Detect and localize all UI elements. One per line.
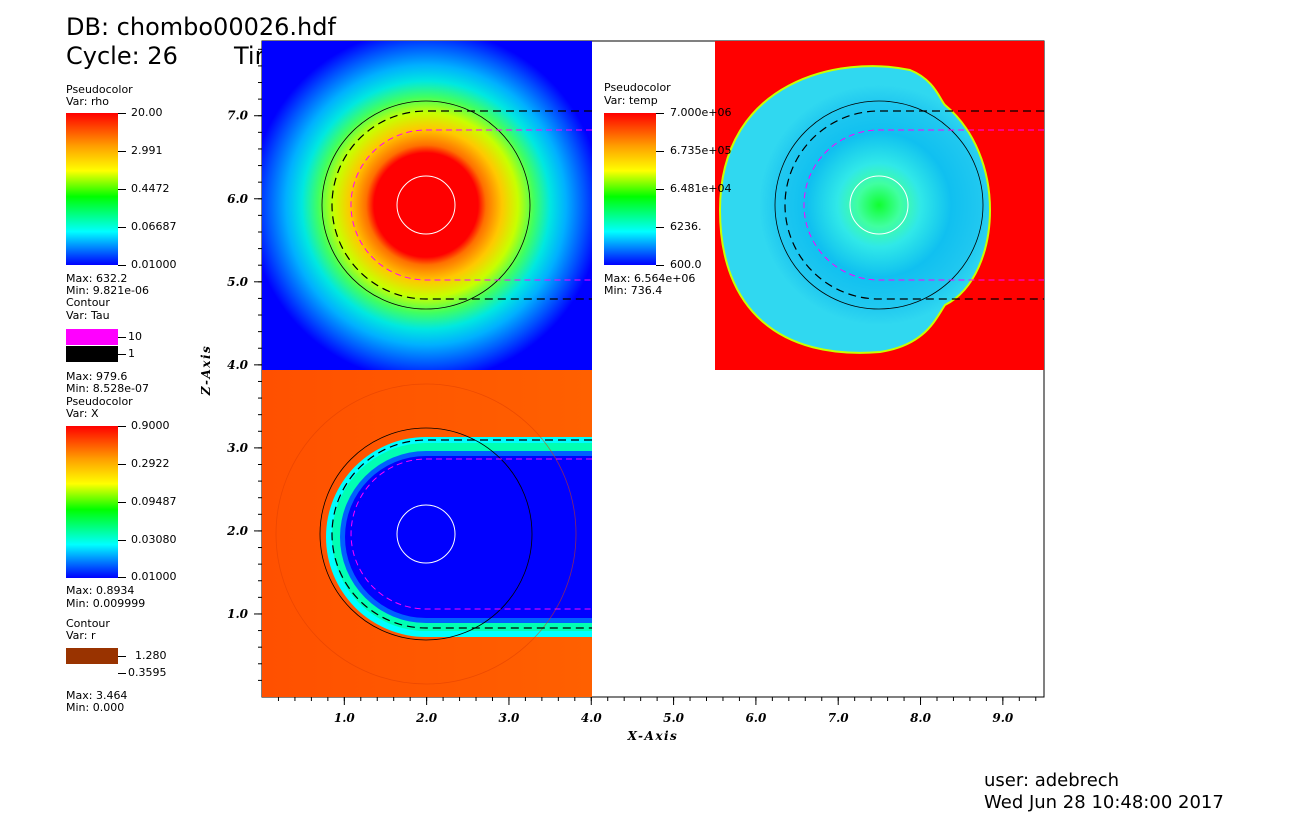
tick [656, 265, 664, 266]
y-axis-label: Z-Axis [199, 345, 213, 397]
tick [656, 189, 664, 190]
legend-temp-colorbar [604, 113, 656, 265]
legend-x-var: Var: X [66, 407, 99, 420]
panel-x [262, 370, 592, 697]
legend-temp-min: Min: 736.4 [604, 284, 663, 297]
tick [118, 464, 126, 465]
tick [118, 656, 126, 657]
legend-temp-tick-1: 6.735e+05 [670, 144, 732, 157]
legend-tau-swatch-1 [66, 346, 118, 362]
legend-rho-tick-1: 2.991 [131, 144, 163, 157]
legend-tau-swatch-10 [66, 329, 118, 345]
tick [656, 151, 664, 152]
cycle-label: Cycle: 26 [66, 42, 178, 70]
timestamp-label: Wed Jun 28 10:48:00 2017 [984, 792, 1224, 813]
tick [118, 426, 126, 427]
legend-rho-tick-2: 0.4472 [131, 182, 170, 195]
legend-x-tick-4: 0.01000 [131, 570, 177, 583]
legend-r-min: Min: 0.000 [66, 701, 125, 714]
legend-tau-level-1: 1 [128, 347, 135, 360]
legend-x-min: Min: 0.009999 [66, 597, 146, 610]
legend-temp-tick-4: 600.0 [670, 258, 702, 271]
legend-rho-min: Min: 9.821e-06 [66, 284, 149, 297]
legend-x-max: Max: 0.8934 [66, 584, 135, 597]
tick [118, 577, 126, 578]
tick [656, 227, 664, 228]
legend-x-tick-3: 0.03080 [131, 533, 177, 546]
legend-rho-colorbar [66, 113, 118, 265]
legend-r-var: Var: r [66, 629, 96, 642]
x-tick-label: 4.0 [581, 711, 603, 725]
x-tick-label: 8.0 [910, 711, 932, 725]
tick [118, 265, 126, 266]
legend-temp-tick-2: 6.481e+04 [670, 182, 732, 195]
tick [118, 189, 126, 190]
legend-rho-tick-0: 20.00 [131, 106, 163, 119]
tick [118, 354, 126, 355]
legend-r-kind: Contour [66, 617, 110, 630]
x-tick-label: 9.0 [992, 711, 1014, 725]
x-axis-label: X-Axis [627, 729, 679, 743]
legend-x-tick-2: 0.09487 [131, 495, 177, 508]
tick [118, 337, 126, 338]
legend-x-tick-0: 0.9000 [131, 419, 170, 432]
x-tick-label: 3.0 [499, 711, 521, 725]
legend-temp-var: Var: temp [604, 94, 658, 107]
tick [118, 502, 126, 503]
legend-x-kind: Pseudocolor [66, 395, 133, 408]
database-title: DB: chombo00026.hdf [66, 13, 336, 41]
y-tick-label: 1.0 [227, 607, 249, 621]
legend-tau-var: Var: Tau [66, 309, 110, 322]
legend-tau-kind: Contour [66, 296, 110, 309]
legend-tau-min: Min: 8.528e-07 [66, 382, 149, 395]
x-tick-label: 1.0 [334, 711, 356, 725]
legend-x-tick-1: 0.2922 [131, 457, 170, 470]
tick [118, 151, 126, 152]
x-tick-label: 7.0 [828, 711, 850, 725]
y-tick-label: 2.0 [226, 524, 249, 538]
legend-tau-max: Max: 979.6 [66, 370, 128, 383]
legend-rho-kind: Pseudocolor [66, 83, 133, 96]
legend-rho-tick-4: 0.01000 [131, 258, 177, 271]
y-tick-label: 4.0 [227, 358, 249, 372]
y-tick-label: 6.0 [227, 192, 249, 206]
x-tick-label: 2.0 [415, 711, 438, 725]
legend-r-level-1: 0.3595 [128, 666, 167, 679]
legend-r-level-0: 1.280 [135, 649, 167, 662]
tick [656, 113, 664, 114]
x-tick-label: 5.0 [663, 711, 685, 725]
y-axis-ticks: 1.0 2.0 3.0 4.0 5.0 6.0 7.0 [226, 48, 262, 681]
tick [118, 113, 126, 114]
x-tick-label: 6.0 [745, 711, 767, 725]
y-tick-label: 7.0 [227, 109, 249, 123]
tick [118, 227, 126, 228]
legend-temp-kind: Pseudocolor [604, 81, 671, 94]
legend-temp-tick-3: 6236. [670, 220, 702, 233]
legend-rho-tick-3: 0.06687 [131, 220, 177, 233]
panel-rho [262, 41, 592, 370]
legend-rho-max: Max: 632.2 [66, 272, 128, 285]
y-tick-label: 5.0 [227, 275, 249, 289]
panel-temp [715, 41, 1044, 370]
legend-temp-max: Max: 6.564e+06 [604, 272, 696, 285]
legend-temp-tick-0: 7.000e+06 [670, 106, 732, 119]
legend-tau-level-0: 10 [128, 330, 142, 343]
tick [118, 673, 126, 674]
user-label: user: adebrech [984, 770, 1120, 791]
tick [118, 540, 126, 541]
y-tick-label: 3.0 [227, 441, 249, 455]
legend-r-swatch [66, 648, 118, 664]
x-axis-ticks: 1.0 2.0 3.0 4.0 5.0 6.0 7.0 8.0 9.0 [277, 697, 1037, 725]
legend-rho-var: Var: rho [66, 95, 109, 108]
legend-r-max: Max: 3.464 [66, 689, 128, 702]
legend-x-colorbar [66, 426, 118, 578]
